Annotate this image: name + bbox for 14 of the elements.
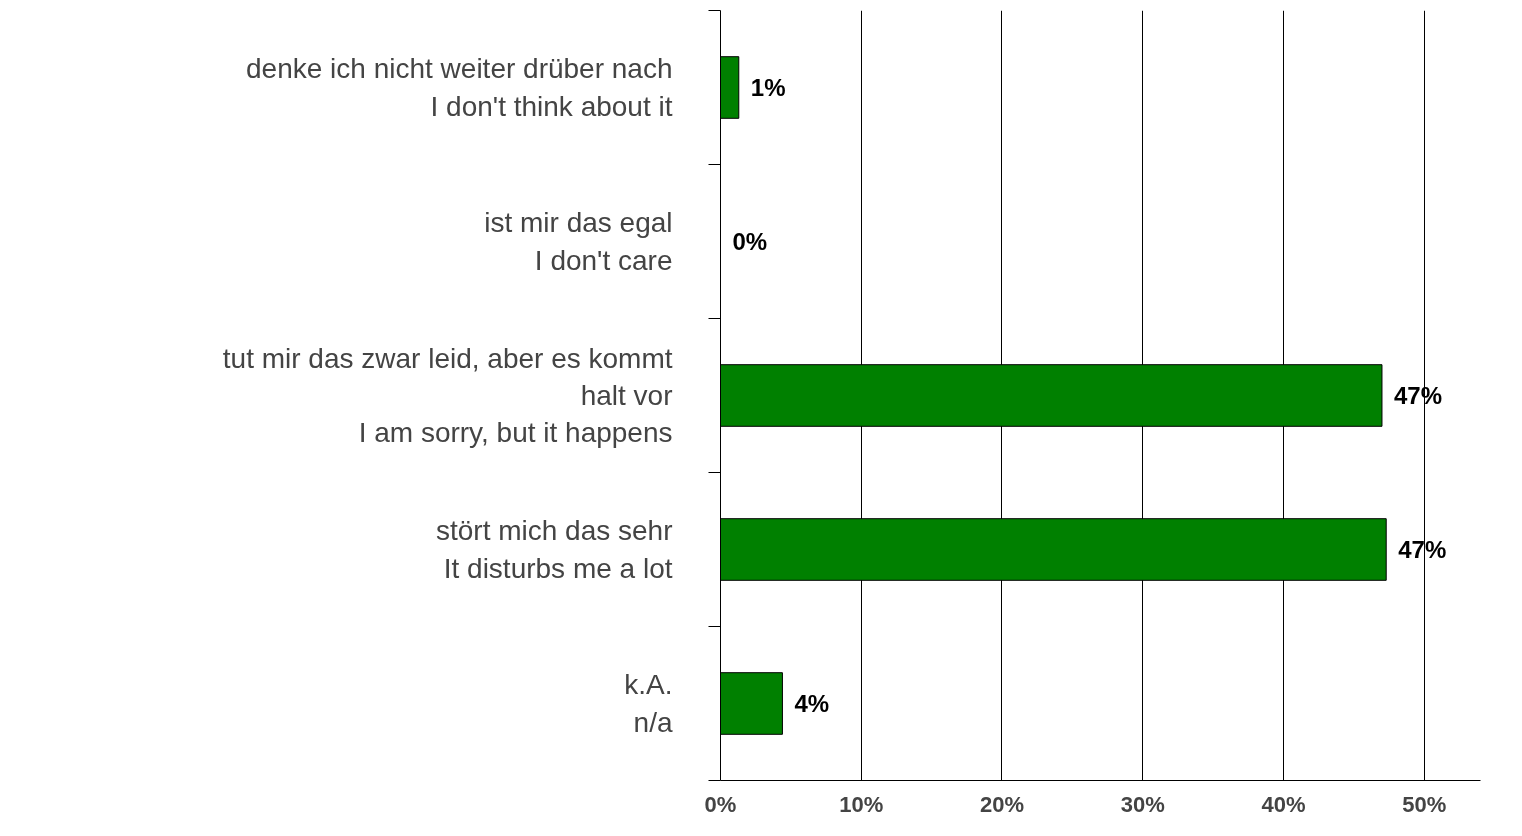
x-tick-label: 10% bbox=[839, 791, 884, 817]
y-tick-label: denke ich nicht weiter drüber nach I don't think about it bbox=[246, 53, 673, 122]
x-tick-label: 20% bbox=[979, 791, 1025, 817]
data-label: 4% bbox=[794, 690, 830, 717]
y-tick-label: tut mir das zwar leid, aber es kommt halt vor I am sorry, but it happens bbox=[222, 342, 673, 449]
y-tick-label: stört mich das sehr It disturbs me a lot bbox=[435, 515, 673, 584]
x-tick-label: 30% bbox=[1120, 791, 1165, 817]
data-label: 1% bbox=[750, 74, 786, 101]
x-tick-label: 40% bbox=[1261, 791, 1306, 817]
y-tick-label: k.A. n/a bbox=[624, 669, 673, 738]
y-tick-label: ist mir das egal I don't care bbox=[484, 207, 673, 276]
x-tick-label: 0% bbox=[704, 791, 737, 817]
x-tick-label: 50% bbox=[1402, 791, 1447, 817]
data-label: 0% bbox=[732, 228, 768, 255]
